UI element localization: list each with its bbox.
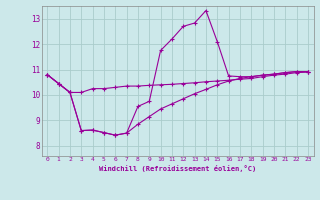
X-axis label: Windchill (Refroidissement éolien,°C): Windchill (Refroidissement éolien,°C) (99, 165, 256, 172)
